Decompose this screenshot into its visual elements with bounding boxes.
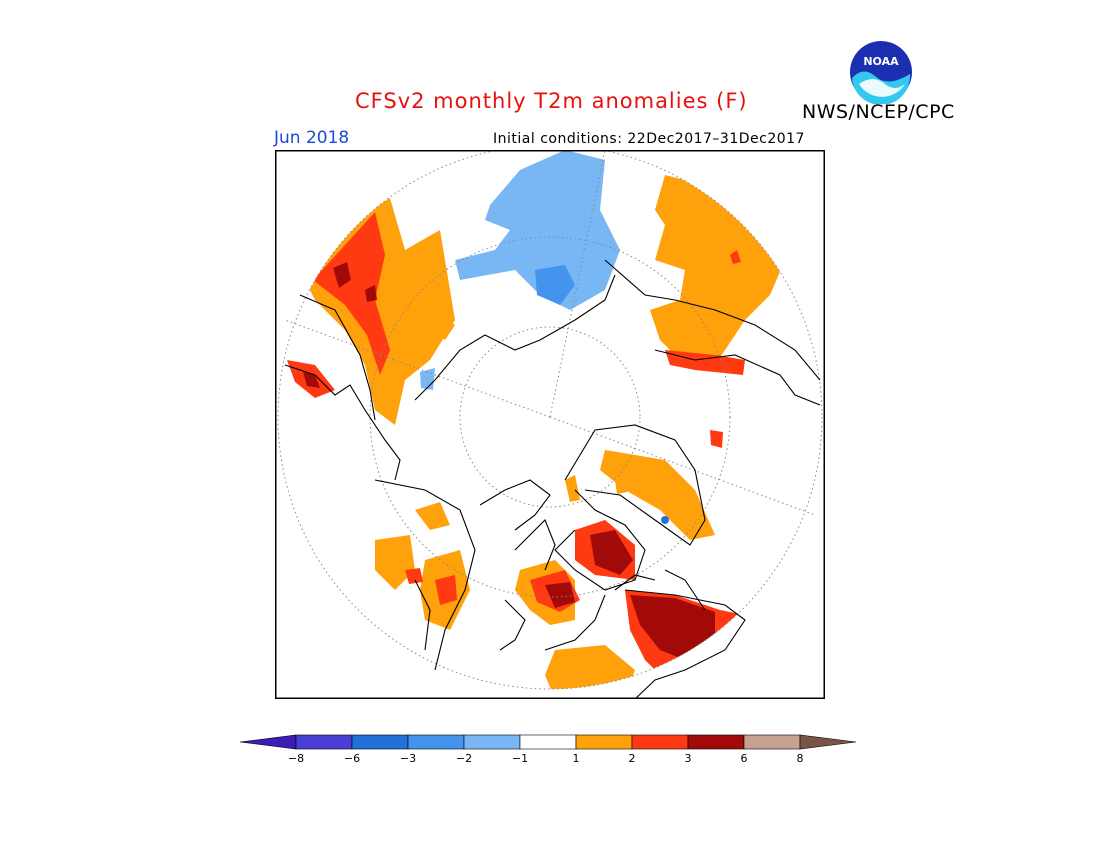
colorbar-swatch — [407, 734, 465, 750]
colorbar-swatch — [631, 734, 689, 750]
colorbar-swatch — [575, 734, 633, 750]
month-label: Jun 2018 — [274, 128, 350, 148]
colorbar-label: 8 — [797, 752, 804, 765]
colorbar-swatch — [743, 734, 801, 750]
colorbar-label: 2 — [629, 752, 636, 765]
anomaly-region-us-strong — [630, 595, 715, 660]
colorbar-swatch — [239, 734, 297, 750]
colorbar-swatch — [519, 734, 577, 750]
noaa-logo-text: NOAA — [863, 55, 899, 68]
colorbar-label: 6 — [741, 752, 748, 765]
colorbar-label: −2 — [456, 752, 472, 765]
colorbar-label: −1 — [512, 752, 528, 765]
anomaly-region-europe-strong — [313, 212, 390, 375]
colorbar-swatch — [295, 734, 353, 750]
initial-conditions-label: Initial conditions: 22Dec2017–31Dec2017 — [493, 131, 805, 147]
colorbar-label: 3 — [685, 752, 692, 765]
colorbar-label: −6 — [344, 752, 360, 765]
map-title: CFSv2 monthly T2m anomalies (F) — [355, 89, 748, 113]
anomaly-region-canada — [600, 450, 715, 540]
anomaly-region-cold — [455, 150, 620, 310]
agency-label: NWS/NCEP/CPC — [802, 101, 955, 123]
colorbar-label: −3 — [400, 752, 416, 765]
colorbar-swatch — [463, 734, 521, 750]
colorbar-label: 1 — [573, 752, 580, 765]
polar-anomaly-map — [275, 150, 825, 699]
colorbar-legend: −8 −6 −3 −2 −1 1 2 3 6 8 — [239, 734, 857, 765]
colorbar-swatch — [687, 734, 745, 750]
colorbar-swatch — [799, 734, 857, 750]
colorbar-swatch — [351, 734, 409, 750]
colorbar-label: −8 — [288, 752, 304, 765]
noaa-logo: NOAA — [850, 41, 912, 104]
